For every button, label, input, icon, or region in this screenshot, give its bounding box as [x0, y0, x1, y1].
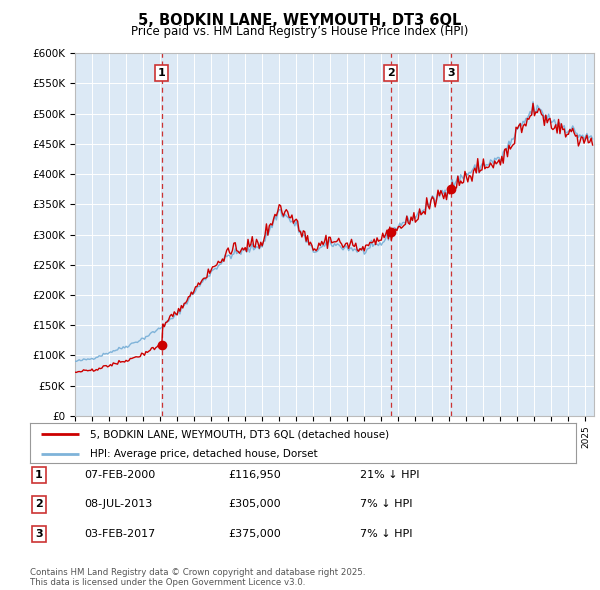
Text: 2: 2 — [387, 68, 395, 78]
Text: 3: 3 — [447, 68, 455, 78]
Text: 07-FEB-2000: 07-FEB-2000 — [84, 470, 155, 480]
Text: 5, BODKIN LANE, WEYMOUTH, DT3 6QL (detached house): 5, BODKIN LANE, WEYMOUTH, DT3 6QL (detac… — [90, 430, 389, 440]
Text: Price paid vs. HM Land Registry’s House Price Index (HPI): Price paid vs. HM Land Registry’s House … — [131, 25, 469, 38]
Text: 7% ↓ HPI: 7% ↓ HPI — [360, 500, 413, 509]
Text: 08-JUL-2013: 08-JUL-2013 — [84, 500, 152, 509]
Text: 3: 3 — [35, 529, 43, 539]
Text: HPI: Average price, detached house, Dorset: HPI: Average price, detached house, Dors… — [90, 450, 317, 460]
Text: 21% ↓ HPI: 21% ↓ HPI — [360, 470, 419, 480]
Text: £375,000: £375,000 — [228, 529, 281, 539]
Text: £116,950: £116,950 — [228, 470, 281, 480]
Text: 1: 1 — [35, 470, 43, 480]
Text: 1: 1 — [158, 68, 166, 78]
Text: Contains HM Land Registry data © Crown copyright and database right 2025.
This d: Contains HM Land Registry data © Crown c… — [30, 568, 365, 587]
Text: 5, BODKIN LANE, WEYMOUTH, DT3 6QL: 5, BODKIN LANE, WEYMOUTH, DT3 6QL — [139, 13, 461, 28]
Text: 7% ↓ HPI: 7% ↓ HPI — [360, 529, 413, 539]
Text: 03-FEB-2017: 03-FEB-2017 — [84, 529, 155, 539]
Text: £305,000: £305,000 — [228, 500, 281, 509]
Text: 2: 2 — [35, 500, 43, 509]
